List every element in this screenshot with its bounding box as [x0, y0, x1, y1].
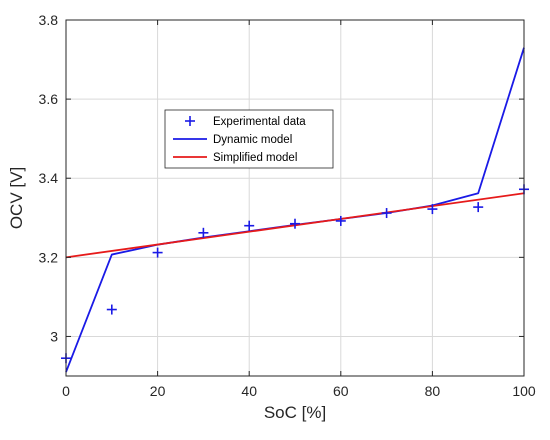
legend-entry-experimental-data: Experimental data — [185, 116, 306, 128]
legend-entry-simplified-model: Simplified model — [173, 152, 297, 164]
legend-marker — [185, 116, 195, 126]
data-point — [427, 204, 438, 215]
y-tick-label: 3.6 — [39, 91, 59, 107]
data-point — [244, 220, 255, 231]
data-point — [290, 218, 300, 229]
legend: Experimental data Dynamic model Simplifi… — [164, 109, 334, 169]
x-axis-label: SoC [%] — [264, 403, 326, 422]
y-tick-label: 3.2 — [39, 249, 59, 265]
axes-box — [65, 19, 525, 377]
x-tick-label: 80 — [425, 383, 441, 399]
tick-labels: 0 20 40 60 80 100 3 3.2 3.4 3.6 3.8 — [39, 12, 536, 399]
ticks — [65, 19, 525, 376]
legend-swatch-experimental-data — [185, 116, 195, 126]
legend-entry-dynamic-model: Dynamic model — [173, 134, 292, 146]
data-point — [198, 227, 209, 238]
legend-label-simplified-model: Simplified model — [213, 152, 297, 164]
y-axis-label: OCV [V] — [7, 167, 26, 229]
x-tick-label: 0 — [62, 383, 70, 399]
y-tick-label: 3 — [50, 328, 58, 344]
legend-label-dynamic-model: Dynamic model — [213, 134, 292, 146]
y-tick-label: 3.4 — [39, 170, 59, 186]
y-tick-label: 3.8 — [39, 12, 59, 28]
data-point — [106, 304, 117, 315]
data-point — [335, 215, 346, 226]
data-point — [473, 202, 484, 213]
x-tick-label: 20 — [150, 383, 166, 399]
x-tick-label: 40 — [241, 383, 257, 399]
plot-area — [66, 20, 524, 376]
data-point — [152, 247, 163, 258]
legend-label-experimental-data: Experimental data — [213, 116, 306, 128]
x-tick-label: 60 — [333, 383, 349, 399]
data-point — [381, 208, 392, 219]
x-tick-label: 100 — [512, 383, 536, 399]
